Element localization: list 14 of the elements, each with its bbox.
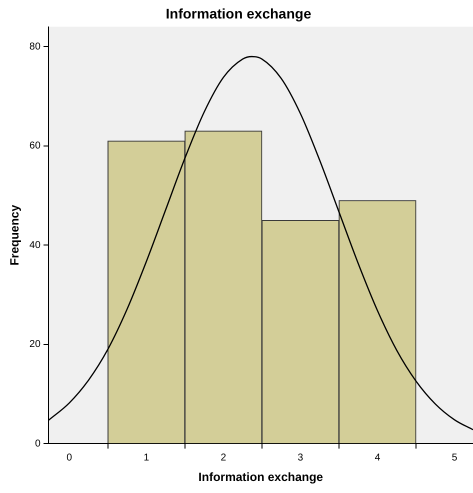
y-tick-label: 20 xyxy=(29,339,41,350)
x-tick-label: 5 xyxy=(452,452,458,464)
x-tick-label: 2 xyxy=(220,452,227,464)
y-tick-label: 80 xyxy=(29,41,41,52)
x-tick-label: 4 xyxy=(374,452,381,464)
y-axis-title: Frequency xyxy=(8,204,22,266)
x-tick-label: 0 xyxy=(66,452,73,464)
y-tick-label: 40 xyxy=(29,240,41,251)
chart-title: Information exchange xyxy=(166,5,312,22)
y-tick-label: 60 xyxy=(29,140,41,152)
x-axis-title: Information exchange xyxy=(198,470,324,484)
x-tick-label: 3 xyxy=(298,452,304,464)
y-tick-label: 0 xyxy=(34,438,41,450)
x-tick-label: 1 xyxy=(144,452,150,464)
